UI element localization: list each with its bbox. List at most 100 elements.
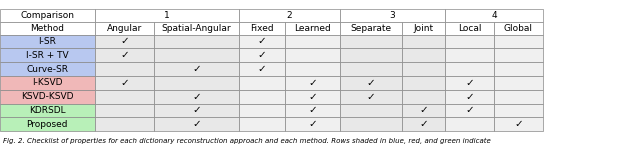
Bar (494, 35, 543, 48)
Bar (154, 117, 239, 131)
Bar (0, 117, 95, 131)
Text: ✓: ✓ (257, 64, 266, 74)
Bar (239, 62, 285, 76)
Bar (95, 76, 154, 90)
Text: ✓: ✓ (367, 78, 375, 88)
Bar (95, 104, 154, 117)
Text: ✓: ✓ (308, 105, 317, 115)
Bar (402, 35, 445, 48)
Bar (0, 90, 95, 104)
Text: 4: 4 (492, 11, 497, 20)
Bar (95, 62, 154, 76)
Bar (154, 48, 239, 62)
Bar (239, 9, 340, 22)
Text: 3: 3 (390, 11, 396, 20)
Bar (402, 90, 445, 104)
Text: ✓: ✓ (419, 119, 428, 129)
Text: ✓: ✓ (367, 92, 375, 102)
Bar (494, 22, 543, 35)
Text: Proposed: Proposed (27, 120, 68, 129)
Bar (340, 9, 445, 22)
Bar (239, 117, 285, 131)
Text: ✓: ✓ (465, 92, 474, 102)
Text: KSVD-KSVD: KSVD-KSVD (21, 92, 74, 101)
Text: 1: 1 (164, 11, 170, 20)
Bar (340, 35, 402, 48)
Bar (0, 62, 95, 76)
Bar (402, 76, 445, 90)
Text: ✓: ✓ (419, 105, 428, 115)
Bar (340, 22, 402, 35)
Bar (445, 22, 494, 35)
Bar (239, 35, 285, 48)
Bar (494, 48, 543, 62)
Bar (445, 48, 494, 62)
Bar (285, 104, 340, 117)
Bar (340, 76, 402, 90)
Bar (494, 76, 543, 90)
Bar (0, 35, 95, 48)
Bar (494, 90, 543, 104)
Text: Fixed: Fixed (250, 24, 273, 33)
Text: ✓: ✓ (308, 78, 317, 88)
Text: Learned: Learned (294, 24, 331, 33)
Text: Curve-SR: Curve-SR (26, 65, 68, 74)
Text: ✓: ✓ (257, 50, 266, 60)
Bar (95, 90, 154, 104)
Bar (154, 76, 239, 90)
Text: ✓: ✓ (514, 119, 523, 129)
Bar (494, 104, 543, 117)
Text: I-KSVD: I-KSVD (32, 78, 63, 87)
Bar (154, 90, 239, 104)
Bar (340, 90, 402, 104)
Bar (95, 22, 154, 35)
Text: ✓: ✓ (192, 119, 201, 129)
Bar (95, 35, 154, 48)
Text: Joint: Joint (413, 24, 434, 33)
Bar (239, 48, 285, 62)
Bar (445, 62, 494, 76)
Text: ✓: ✓ (257, 36, 266, 46)
Text: Spatial-Angular: Spatial-Angular (162, 24, 231, 33)
Bar (494, 62, 543, 76)
Bar (445, 76, 494, 90)
Text: ✓: ✓ (120, 78, 129, 88)
Bar (95, 48, 154, 62)
Bar (340, 117, 402, 131)
Text: ✓: ✓ (192, 105, 201, 115)
Text: ✓: ✓ (120, 50, 129, 60)
Bar (239, 22, 285, 35)
Text: ✓: ✓ (192, 92, 201, 102)
Bar (239, 76, 285, 90)
Bar (95, 9, 239, 22)
Text: I-SR: I-SR (38, 37, 56, 46)
Bar (239, 104, 285, 117)
Bar (0, 48, 95, 62)
Bar (445, 117, 494, 131)
Bar (402, 48, 445, 62)
Bar (0, 104, 95, 117)
Text: Fig. 2. Checklist of properties for each dictionary reconstruction approach and : Fig. 2. Checklist of properties for each… (3, 138, 491, 144)
Bar (494, 117, 543, 131)
Bar (285, 62, 340, 76)
Text: ✓: ✓ (308, 92, 317, 102)
Bar (340, 62, 402, 76)
Bar (285, 22, 340, 35)
Bar (402, 22, 445, 35)
Bar (340, 104, 402, 117)
Bar (340, 48, 402, 62)
Text: Method: Method (30, 24, 65, 33)
Text: Global: Global (504, 24, 533, 33)
Text: Angular: Angular (107, 24, 142, 33)
Bar (285, 35, 340, 48)
Bar (402, 117, 445, 131)
Bar (445, 104, 494, 117)
Text: ✓: ✓ (308, 119, 317, 129)
Text: ✓: ✓ (192, 64, 201, 74)
Bar (154, 22, 239, 35)
Bar (154, 35, 239, 48)
Bar (285, 48, 340, 62)
Bar (285, 76, 340, 90)
Bar (445, 9, 543, 22)
Text: ✓: ✓ (120, 36, 129, 46)
